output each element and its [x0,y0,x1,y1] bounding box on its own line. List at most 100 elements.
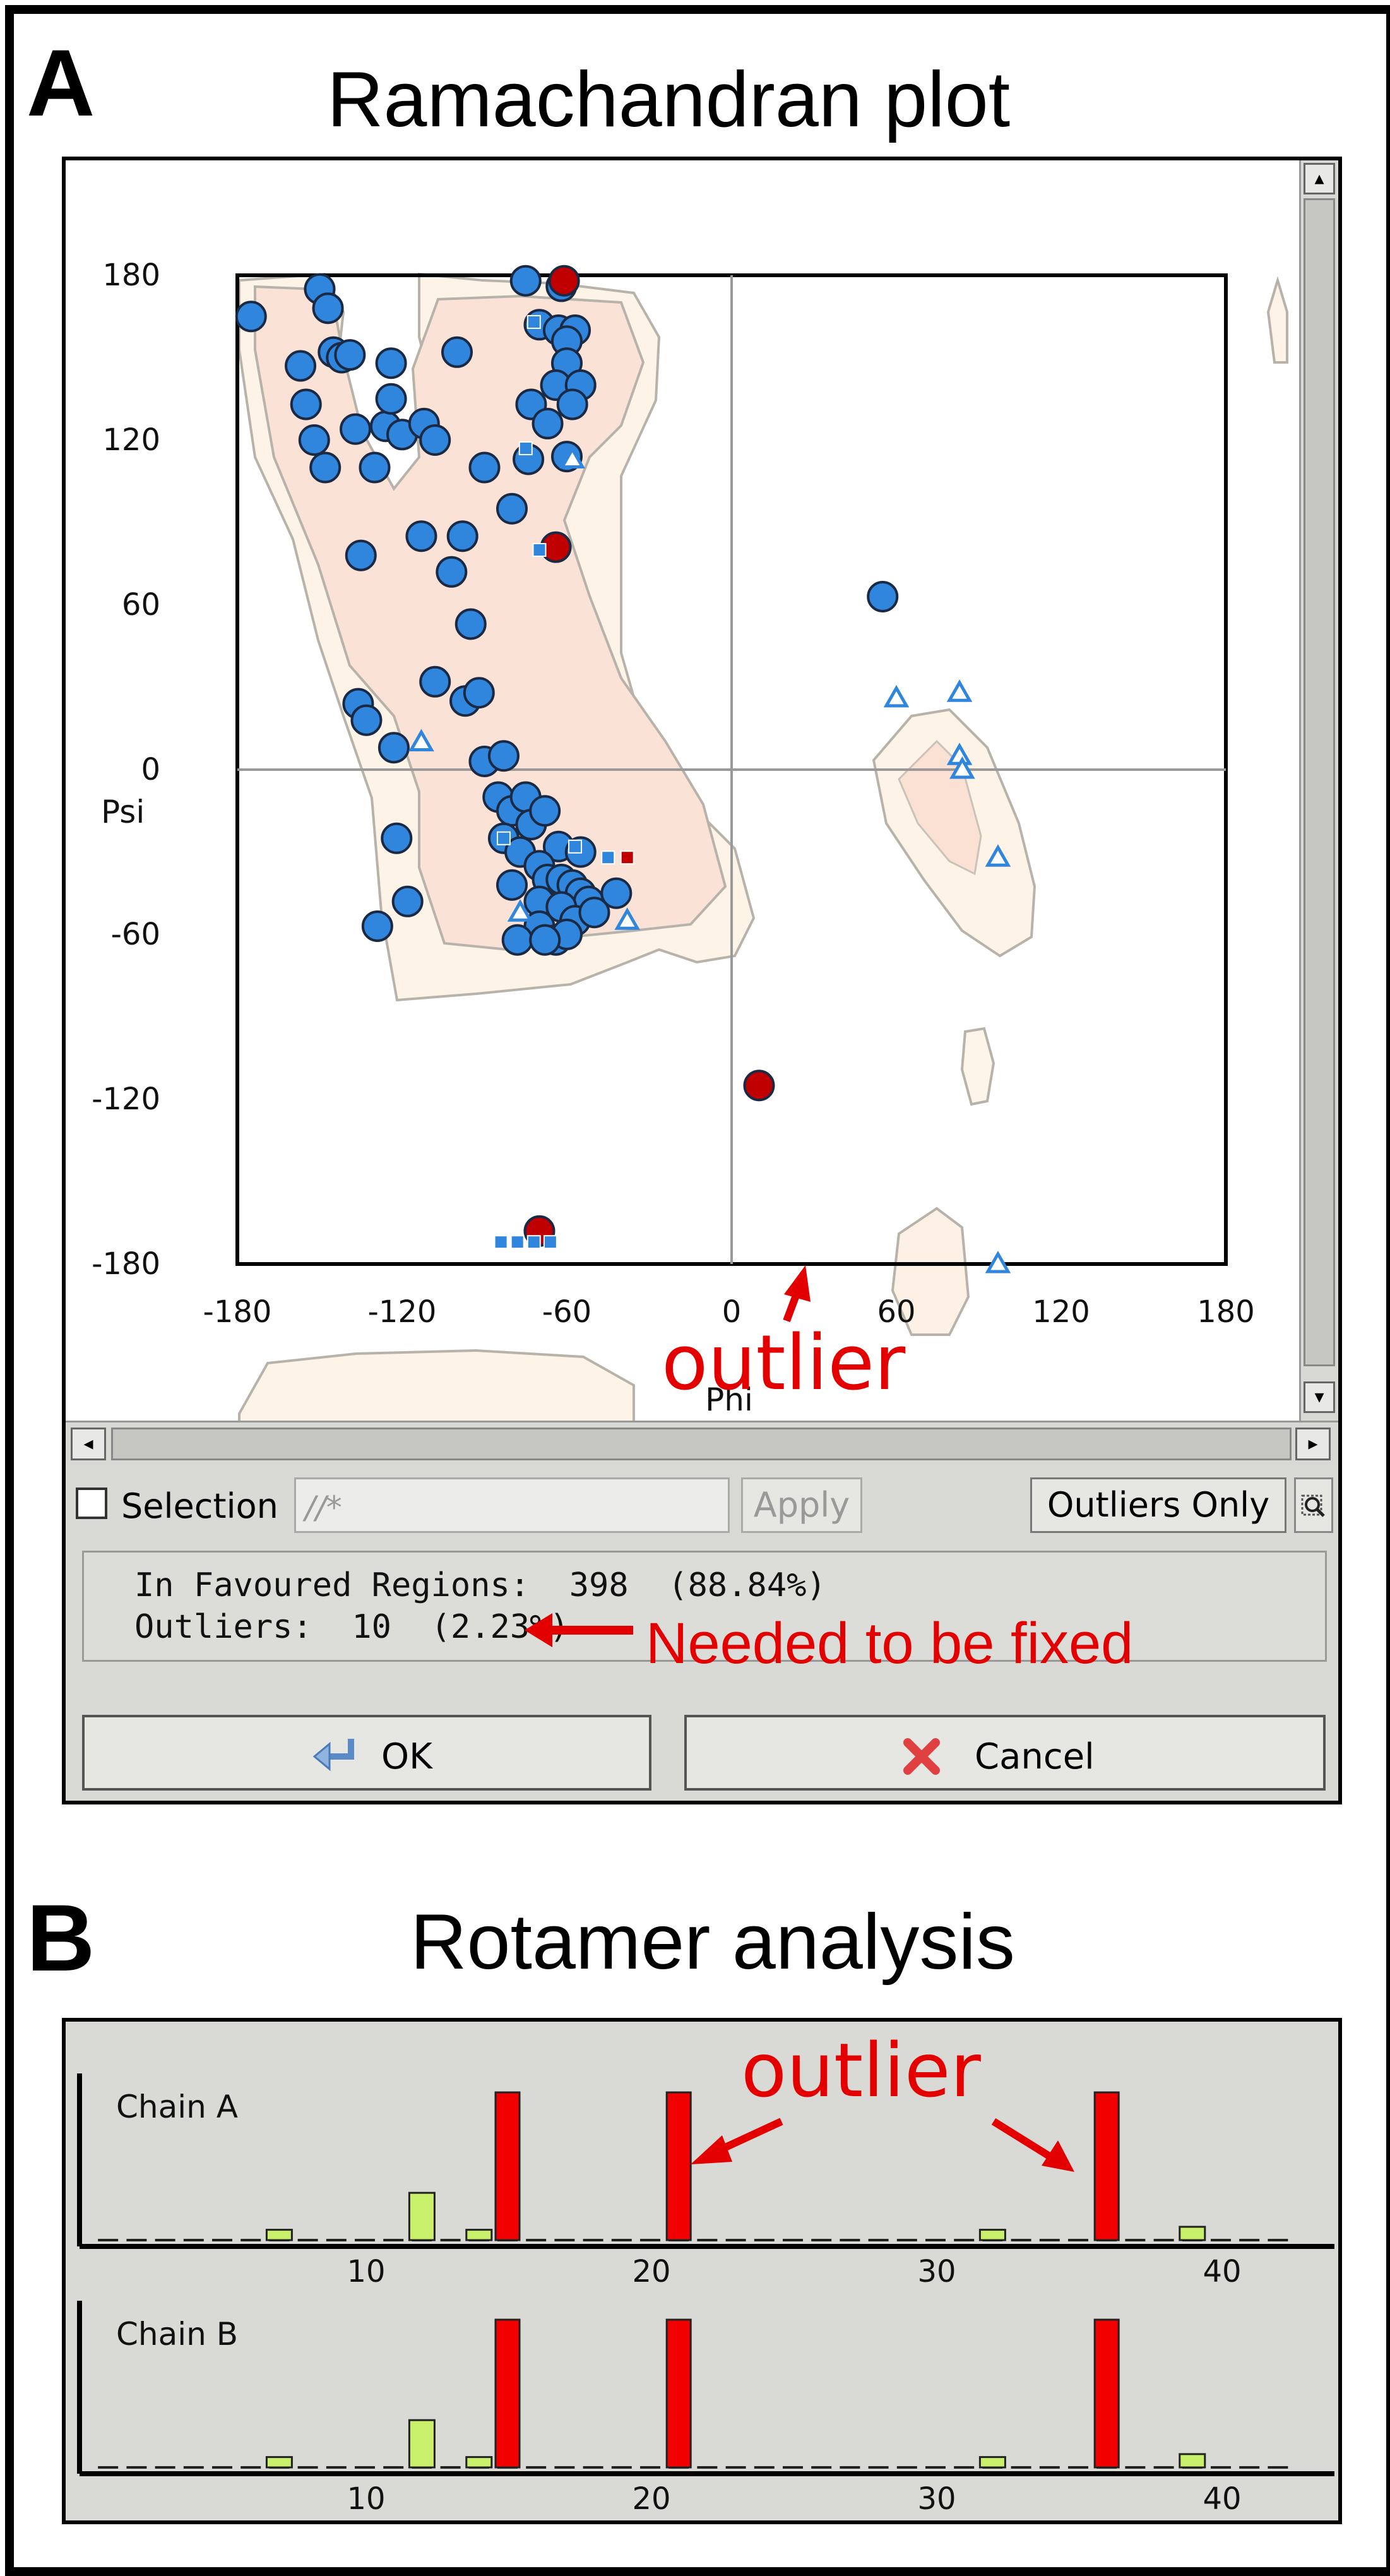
favoured-point [600,877,633,909]
ok-label: OK [381,1736,432,1777]
favoured-point [436,556,468,588]
favoured-point [312,292,344,325]
selection-checkbox[interactable] [76,1488,107,1519]
y-tick-label: 120 [102,422,160,458]
rotamer-minor-bar [408,2191,436,2241]
favoured-point [298,424,330,456]
zoom-button[interactable] [1294,1477,1333,1533]
favoured-point [361,910,393,942]
rotamer-tick-label: 40 [1203,2254,1241,2289]
horizontal-scrollbar[interactable]: ◂ ▸ [66,1421,1338,1465]
chain-label: Chain A [116,2089,238,2125]
cancel-label: Cancel [975,1736,1095,1777]
favoured-point [468,451,501,484]
bottom-allowed-region [238,1349,635,1424]
y-tick-label: -120 [92,1082,160,1117]
left-arrow-icon [525,1613,633,1647]
favoured-point [867,580,899,612]
favoured-point [446,520,478,552]
rotamer-minor-bar [465,2456,493,2469]
rotamer-arrow-left-head [691,2135,732,2164]
rotamer-minor-bar [1179,2453,1206,2469]
favoured-point [350,704,383,736]
favoured-point [345,539,377,571]
favoured-point [501,924,533,956]
scroll-right-icon[interactable]: ▸ [1295,1428,1331,1460]
favoured-point [235,301,267,333]
favoured-point [377,732,410,764]
statistics-box: In Favoured Regions: 398 (88.84%) Outlie… [82,1551,1327,1673]
proline-point [510,1235,525,1249]
proline-point [526,1235,541,1249]
x-tick-label: 120 [1032,1294,1090,1330]
outliers-stat: Outliers: 10 (2.23%) [134,1608,569,1646]
cancel-x-icon [903,1738,940,1775]
scroll-down-icon[interactable]: ▾ [1304,1381,1335,1413]
x-axis-label: Phi [705,1381,753,1418]
glycine-point [614,907,641,930]
rotamer-minor-bar [265,2456,293,2469]
favoured-point [285,350,317,382]
selection-row: Selection //* Apply Outliers Only [66,1469,1338,1534]
scroll-left-icon[interactable]: ◂ [71,1428,106,1460]
favoured-point [419,665,451,698]
rotamer-arrow-left [714,2118,783,2156]
rotamer-outlier-bar [494,2318,521,2469]
panel-a-title: Ramachandran plot [327,56,1011,143]
favoured-point [454,608,487,640]
favoured-point [532,407,564,439]
favoured-point [391,885,424,917]
favoured-point [578,897,610,929]
selection-input[interactable]: //* [294,1477,730,1533]
proline-point [543,1235,557,1249]
rotamer-outlier-bar [665,2091,692,2241]
favoured-point [405,520,437,552]
ramachandran-dialog: -180 -120 -60 0 60 120 180 180 120 60 0 -60 -120 -180… [62,157,1342,1804]
favoured-point [463,677,495,709]
scroll-thumb[interactable] [1304,198,1335,1366]
outlier-point [743,1070,775,1102]
y-tick-label: 60 [122,587,160,623]
rotamer-minor-bar [408,2419,436,2469]
selection-label: Selection [121,1486,278,1526]
rotamer-minor-bar [978,2229,1006,2241]
rotamer-outlier-bar [494,2091,521,2241]
proline-point [518,441,533,456]
apply-button[interactable]: Apply [741,1477,862,1533]
small-allowed-region [960,1027,995,1106]
outlier-annotation: outlier [662,1320,906,1407]
rotamer-tick-label: 20 [632,2254,670,2289]
rotamer-tick-label: 40 [1203,2481,1241,2517]
ok-button[interactable]: OK [82,1715,651,1791]
y-tick-label: 180 [102,258,160,293]
y-tick-label: -60 [111,917,160,952]
rotamer-outlier-annotation: outlier [741,2027,981,2114]
vertical-scrollbar[interactable]: ▴ ▾ [1299,160,1338,1421]
glycine-point [949,756,975,779]
x-tick-label: 60 [877,1294,915,1330]
favoured-point [419,424,451,456]
x-tick-label: -180 [203,1294,272,1330]
cancel-button[interactable]: Cancel [684,1715,1326,1791]
glycine-point [946,679,973,702]
rotamer-outlier-bar [1093,2318,1120,2469]
glycine-point [559,446,586,468]
favoured-point [375,347,407,379]
proline-point [496,831,511,845]
scroll-up-icon[interactable]: ▴ [1304,163,1335,194]
favoured-point [496,492,528,525]
hscroll-thumb[interactable] [111,1428,1292,1460]
glycine-point [985,844,1011,867]
outliers-only-button[interactable]: Outliers Only [1030,1477,1286,1533]
glycine-point [985,1250,1011,1273]
x-tick-label: -60 [542,1294,591,1330]
enter-icon [312,1739,354,1772]
rotamer-tick-label: 10 [347,2481,385,2517]
favoured-point [556,388,588,420]
rotamer-arrow-right [991,2118,1053,2161]
rotamer-arrow-right-head [1042,2140,1074,2172]
favoured-point [334,339,366,371]
rotamer-tick-label: 30 [917,2481,956,2517]
x-tick-label: -120 [368,1294,437,1330]
glycine-point [408,729,434,751]
